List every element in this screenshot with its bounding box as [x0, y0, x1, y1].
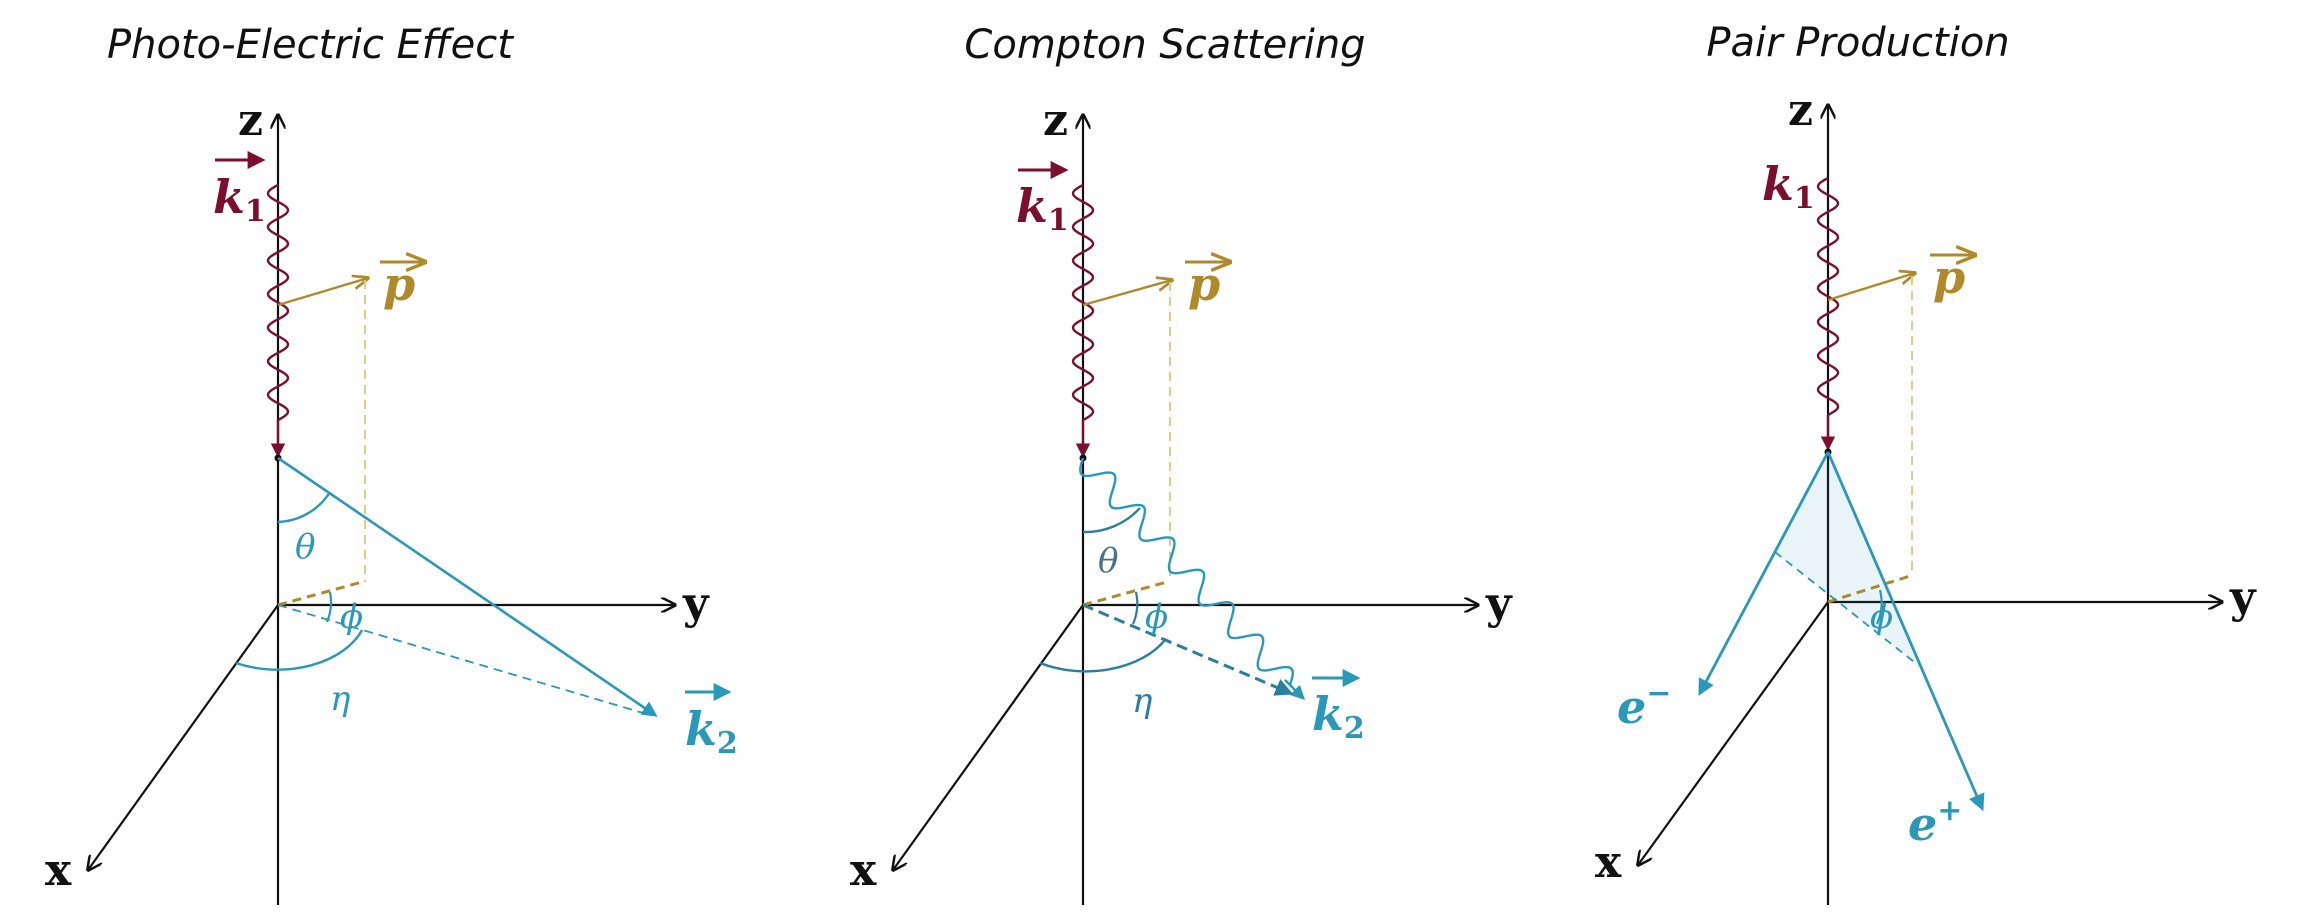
svg-text:k1: k1 [1016, 179, 1069, 238]
y-axis-label: y [1485, 578, 1513, 629]
x-axis-label: x [1595, 837, 1622, 888]
x-axis-label: x [850, 845, 877, 896]
theta-label: θ [295, 527, 315, 567]
y-axis-label: y [2229, 572, 2257, 623]
outgoing-projection [1082, 603, 1294, 696]
opening-angle-shade [1775, 452, 1918, 665]
photon-label: k1 [213, 151, 266, 229]
eta-label: η [330, 679, 351, 719]
momentum-label: p [1185, 257, 1230, 311]
photon-label: k1 [1016, 161, 1069, 238]
scattered-photon-wave [1079, 457, 1294, 686]
momentum-vector [277, 278, 368, 307]
z-axis-label: z [1043, 95, 1068, 146]
electron-label: e− [1617, 676, 1671, 734]
pair-projection [1774, 551, 1919, 666]
z-axis-label: z [238, 95, 263, 146]
momentum-label: p [1930, 250, 1975, 304]
panel-title: Photo-Electric Effect [107, 22, 514, 68]
theta-label: θ [1098, 541, 1118, 581]
panel-title: Pair Production [1706, 20, 2009, 66]
y-axis-label: y [682, 578, 710, 629]
panel-photo-electric: Photo-Electric Effect z y x k1 p k2 [45, 22, 738, 905]
scattered-photon-arrow [1284, 679, 1306, 701]
momentum-label: p [380, 257, 425, 311]
theta-arc [277, 491, 332, 524]
theta-arc [1082, 507, 1141, 534]
eta-label: η [1132, 681, 1153, 721]
phi-arc [325, 591, 333, 623]
phi-label: ϕ [1145, 597, 1168, 637]
svg-text:p: p [1188, 257, 1220, 311]
z-axis-label: z [1788, 85, 1813, 136]
momentum-vector [1082, 280, 1172, 307]
incoming-photon-wave [1071, 183, 1095, 422]
x-axis [1638, 601, 1829, 865]
svg-text:p: p [1933, 250, 1965, 304]
panel-title: Compton Scattering [964, 22, 1365, 68]
x-axis [88, 604, 279, 870]
momentum-vector [1827, 273, 1915, 302]
photon-label: k1 [1762, 157, 1815, 216]
svg-text:k2: k2 [685, 702, 738, 761]
eta-arc [1039, 639, 1166, 673]
panel-pair-production: Pair Production z y x k1 p e− e+ ϕ [1595, 20, 2257, 905]
positron-track [1826, 451, 1985, 812]
incoming-photon-wave [1816, 176, 1840, 417]
phi-label: ϕ [1870, 597, 1893, 637]
svg-text:k2: k2 [1312, 687, 1365, 746]
x-axis-label: x [45, 845, 72, 896]
panel-compton: Compton Scattering z y x k1 p k2 θ [850, 22, 1513, 905]
outgoing-projection [277, 604, 651, 716]
outgoing-label: k2 [685, 683, 738, 761]
positron-label: e+ [1908, 793, 1962, 851]
phi-label: ϕ [340, 597, 363, 637]
phi-arc [1875, 589, 1883, 625]
phi-arc [1131, 591, 1139, 625]
outgoing-label: k2 [1312, 669, 1365, 746]
x-axis [893, 604, 1084, 870]
eta-arc [235, 629, 364, 671]
electron-track [1698, 451, 1830, 696]
incoming-photon-wave [266, 183, 290, 422]
svg-text:k1: k1 [213, 170, 266, 229]
svg-text:p: p [383, 257, 415, 311]
outgoing-photon [277, 456, 658, 717]
